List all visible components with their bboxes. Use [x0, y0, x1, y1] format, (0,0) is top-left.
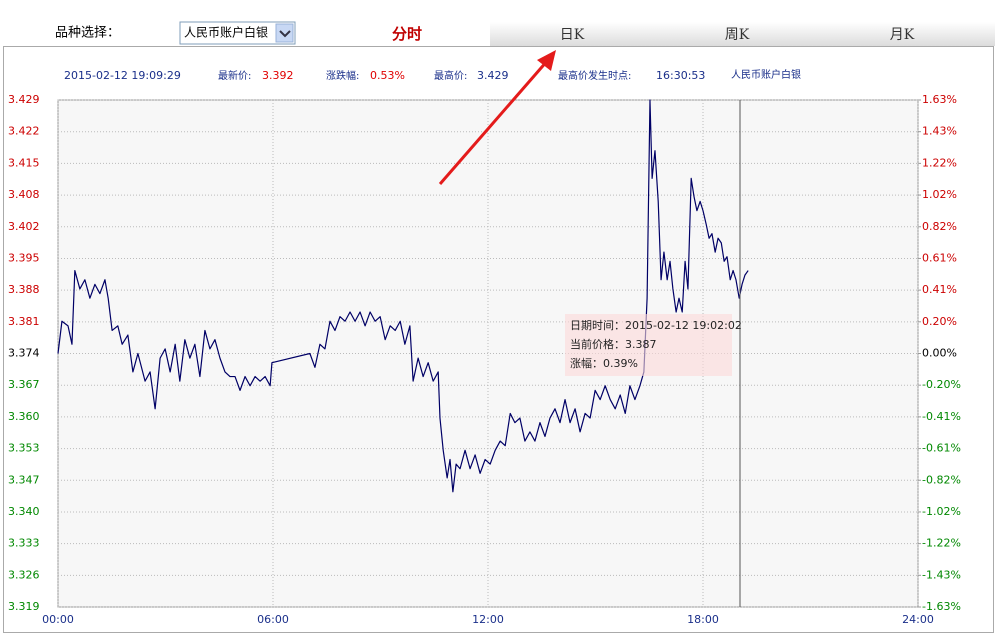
y-tick-label: 3.360 — [8, 410, 40, 423]
y2-tick-label: -0.82% — [922, 473, 961, 486]
info-instrument: 人民币账户白银 — [731, 68, 801, 81]
select-text[interactable]: 人民币账户白银 — [184, 25, 268, 40]
tab[interactable]: 周K — [725, 27, 750, 43]
tab[interactable]: 月K — [890, 27, 915, 43]
y2-tick-label: -0.41% — [922, 410, 961, 423]
y2-tick-label: 0.61% — [922, 251, 957, 264]
price-line — [57, 99, 749, 493]
tooltip-change: 涨幅：0.39% — [570, 357, 638, 370]
variety-label: 品种选择： — [55, 26, 120, 41]
y2-tick-label: -0.61% — [922, 442, 961, 455]
y2-tick-label: 1.02% — [922, 188, 957, 201]
y2-tick-label: -1.63% — [922, 600, 961, 613]
annotation-arrowhead — [537, 50, 556, 71]
y2-tick-label: -1.02% — [922, 505, 961, 518]
select-box[interactable] — [179, 21, 296, 45]
info-value: 3.392 — [262, 69, 294, 82]
tooltip-box — [565, 314, 732, 376]
y-tick-label: 3.429 — [8, 93, 40, 106]
x-tick-label: 24:00 — [902, 613, 934, 626]
y2-tick-label: -1.22% — [922, 537, 961, 550]
y-tick-label: 3.381 — [8, 315, 40, 328]
tooltip-price: 当前价格：3.387 — [570, 337, 657, 351]
y2-tick-label: 0.00% — [922, 347, 957, 360]
variety-select[interactable]: 人民币账户白银 — [179, 21, 296, 45]
y2-tick-label: 0.20% — [922, 315, 957, 328]
tab-bar-bg — [490, 22, 995, 46]
y-tick-label: 3.395 — [8, 251, 40, 264]
x-tick-label: 18:00 — [687, 613, 719, 626]
select-arrow — [279, 30, 291, 38]
info-value: 0.53% — [370, 69, 405, 82]
info-datetime: 2015-02-12 19:09:29 — [64, 69, 181, 82]
y-tick-label: 3.333 — [8, 537, 40, 550]
y-tick-label: 3.422 — [8, 125, 40, 138]
info-label: 最新价: — [218, 69, 251, 82]
y-tick-label: 3.415 — [8, 156, 40, 169]
y-tick-label: 3.340 — [8, 505, 40, 518]
y-tick-label: 3.367 — [8, 378, 40, 391]
tab[interactable]: 日K — [560, 27, 585, 43]
info-label: 最高价发生时点: — [558, 69, 631, 82]
tooltip-datetime: 日期时间：2015-02-12 19:02:02 — [570, 319, 742, 332]
y-tick-label: 3.347 — [8, 473, 40, 486]
info-label: 最高价: — [434, 69, 467, 82]
y-tick-label: 3.319 — [8, 600, 40, 613]
y-tick-label: 3.388 — [8, 283, 40, 296]
info-label: 涨跌幅: — [326, 69, 359, 82]
select-button[interactable] — [275, 23, 294, 43]
y2-tick-label: 1.22% — [922, 156, 957, 169]
y2-tick-label: -0.20% — [922, 378, 961, 391]
y-tick-label: 3.408 — [8, 188, 40, 201]
x-tick-label: 00:00 — [42, 613, 74, 626]
y-tick-label: 3.353 — [8, 442, 40, 455]
y2-tick-label: 0.41% — [922, 283, 957, 296]
tab[interactable]: 分时 — [392, 25, 422, 43]
plot: 3.319 3.326 3.333 3.340 3.347 3.353 3.360 3.367… — [8, 93, 961, 626]
y2-tick-label: -1.43% — [922, 568, 961, 581]
y2-tick-label: 1.43% — [922, 125, 957, 138]
y-tick-label: 3.402 — [8, 220, 40, 233]
x-tick-label: 06:00 — [257, 613, 289, 626]
y-tick-label: 3.326 — [8, 568, 40, 581]
x-tick-label: 12:00 — [472, 613, 504, 626]
info-value: 3.429 — [477, 69, 509, 82]
y2-tick-label: 0.82% — [922, 220, 957, 233]
y2-tick-label: 1.63% — [922, 93, 957, 106]
annotation-arrow — [438, 59, 550, 185]
tab-active-bg[interactable] — [325, 22, 490, 46]
y-tick-label: 3.374 — [8, 347, 40, 360]
info-value: 16:30:53 — [656, 69, 705, 82]
